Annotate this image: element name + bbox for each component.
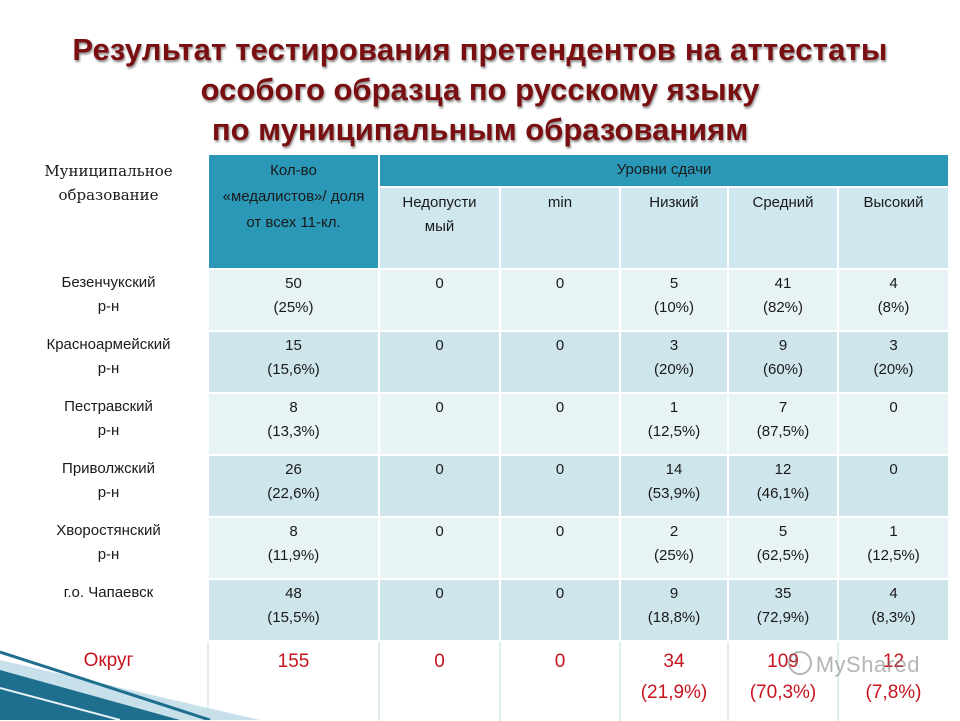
- low-cell: 14 (53,9%): [619, 454, 728, 517]
- high-cell: 3 (20%): [837, 330, 948, 393]
- municipality-name: Безенчукский р-н: [10, 269, 208, 331]
- inadmissible-cell: 0: [378, 454, 500, 517]
- table-row: Красноармейский р-н 15 (15,6%) 0 0 3 (20%) 9 (60%…: [10, 330, 948, 393]
- min-cell: 0: [499, 268, 620, 331]
- high-cell: 0: [837, 454, 948, 517]
- high-cell: 12 (7,8%): [837, 640, 948, 721]
- medalists-cell: 50 (25%): [207, 268, 379, 331]
- header-level-high: Высокий: [837, 185, 948, 269]
- medium-cell: 109 (70,3%): [727, 640, 838, 721]
- header-medalists: Кол-во «медалистов»/ доля от всех 11-кл.: [207, 155, 379, 269]
- medalists-cell: 8 (13,3%): [207, 392, 379, 455]
- table-row: Безенчукский р-н 50 (25%) 0 0 5 (10%) 41 (82%) 4 (8…: [10, 268, 948, 331]
- table-row: Пестравский р-н 8 (13,3%) 0 0 1 (12,5%) 7 (87,5%)…: [10, 392, 948, 455]
- header-levels: Уровни сдачи: [378, 155, 948, 187]
- inadmissible-cell: 0: [378, 268, 500, 331]
- medium-cell: 41 (82%): [727, 268, 838, 331]
- medalists-cell: 8 (11,9%): [207, 516, 379, 579]
- low-cell: 34 (21,9%): [619, 640, 728, 721]
- medalists-cell: 48 (15,5%): [207, 578, 379, 641]
- min-cell: 0: [499, 330, 620, 393]
- medium-cell: 35 (72,9%): [727, 578, 838, 641]
- title-line-3: по муниципальным образованиям: [211, 112, 749, 147]
- table-row: г.о. Чапаевск 48 (15,5%) 0 0 9 (18,8%) 35 (72,9%…: [10, 578, 948, 641]
- medium-cell: 7 (87,5%): [727, 392, 838, 455]
- table-row: Хворостянский р-н 8 (11,9%) 0 0 2 (25%) 5 (62,5%)…: [10, 516, 948, 579]
- inadmissible-cell: 0: [378, 330, 500, 393]
- inadmissible-cell: 0: [378, 640, 500, 721]
- municipality-name: Приволжский р-н: [10, 455, 208, 517]
- min-cell: 0: [499, 516, 620, 579]
- high-cell: 0: [837, 392, 948, 455]
- min-cell: 0: [499, 392, 620, 455]
- table-row: Приволжский р-н 26 (22,6%) 0 0 14 (53,9%) 12 (46,…: [10, 454, 948, 517]
- high-cell: 4 (8%): [837, 268, 948, 331]
- low-cell: 3 (20%): [619, 330, 728, 393]
- inadmissible-cell: 0: [378, 516, 500, 579]
- high-cell: 4 (8,3%): [837, 578, 948, 641]
- medalists-cell: 155: [207, 640, 379, 721]
- min-cell: 0: [499, 640, 620, 721]
- header-level-medium: Средний: [727, 185, 838, 269]
- title-line-2: особого образца по русскому языку: [200, 72, 760, 107]
- low-cell: 9 (18,8%): [619, 578, 728, 641]
- medalists-cell: 15 (15,6%): [207, 330, 379, 393]
- high-cell: 1 (12,5%): [837, 516, 948, 579]
- low-cell: 1 (12,5%): [619, 392, 728, 455]
- header-level-min: min: [499, 185, 620, 269]
- watermark: MyShared: [787, 651, 920, 678]
- inadmissible-cell: 0: [378, 578, 500, 641]
- header-level-low: Низкий: [619, 185, 728, 269]
- watermark-icon: [787, 651, 812, 675]
- header-municipality: Муниципальное образование: [10, 155, 208, 269]
- medium-cell: 9 (60%): [727, 330, 838, 393]
- municipality-name: Хворостянский р-н: [10, 517, 208, 579]
- inadmissible-cell: 0: [378, 392, 500, 455]
- low-cell: 2 (25%): [619, 516, 728, 579]
- municipality-name: Красноармейский р-н: [10, 331, 208, 393]
- slide-title: Результат тестирования претендентов на а…: [0, 30, 960, 150]
- min-cell: 0: [499, 578, 620, 641]
- min-cell: 0: [499, 454, 620, 517]
- results-table: Муниципальное образование Кол-во «медали…: [10, 155, 948, 721]
- header-level-inadmissible: Недопусти мый: [378, 185, 500, 269]
- municipality-name: Округ: [10, 641, 208, 721]
- low-cell: 5 (10%): [619, 268, 728, 331]
- medalists-cell: 26 (22,6%): [207, 454, 379, 517]
- medium-cell: 12 (46,1%): [727, 454, 838, 517]
- title-line-1: Результат тестирования претендентов на а…: [72, 32, 888, 67]
- municipality-name: г.о. Чапаевск: [10, 579, 208, 641]
- medium-cell: 5 (62,5%): [727, 516, 838, 579]
- municipality-name: Пестравский р-н: [10, 393, 208, 455]
